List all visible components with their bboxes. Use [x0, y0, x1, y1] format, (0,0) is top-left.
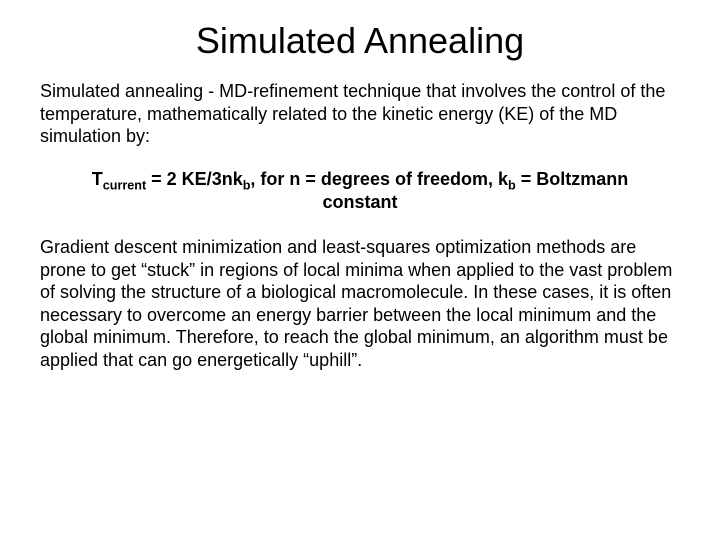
slide-title: Simulated Annealing [40, 20, 680, 62]
intro-paragraph: Simulated annealing - MD-refinement tech… [40, 80, 680, 148]
formula-text: Tcurrent = 2 KE/3nkb, for n = degrees of… [40, 168, 680, 215]
slide: Simulated Annealing Simulated annealing … [0, 0, 720, 540]
body-paragraph: Gradient descent minimization and least-… [40, 236, 680, 371]
